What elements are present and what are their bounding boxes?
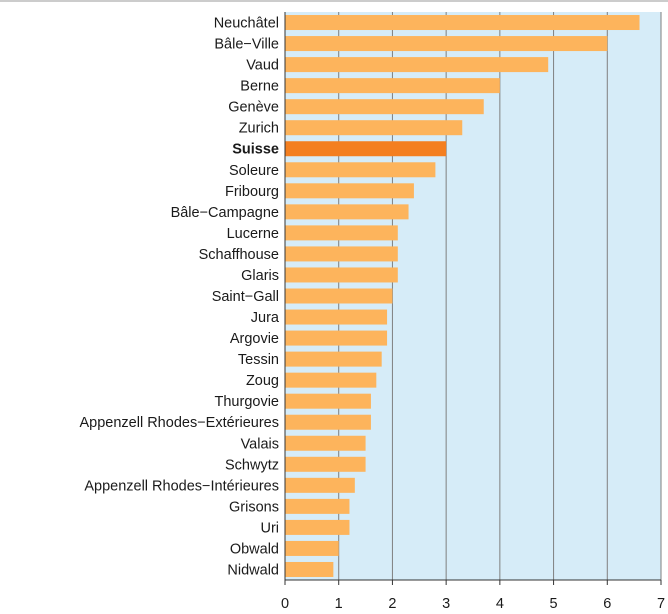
bar-suisse: [285, 141, 447, 157]
category-label-berne: Berne: [240, 79, 279, 95]
bar-tessin: [285, 351, 382, 367]
x-tick-label: 6: [603, 596, 611, 612]
category-label-vaud: Vaud: [246, 58, 279, 74]
category-label-valais: Valais: [241, 436, 279, 452]
x-tick-label: 4: [496, 596, 504, 612]
bar-neuchatel: [285, 15, 640, 31]
bar-nidwald: [285, 561, 334, 577]
category-label-suisse: Suisse: [232, 142, 279, 158]
bar-lucerne: [285, 225, 398, 241]
bar-fribourg: [285, 183, 414, 199]
category-label-thurgovie: Thurgovie: [215, 394, 279, 410]
category-label-schaffhouse: Schaffhouse: [199, 247, 279, 263]
bar-zurich: [285, 120, 463, 136]
bar-appenzell-rhodes-exterieures: [285, 414, 371, 430]
bar-valais: [285, 435, 366, 451]
category-labels: Neuchâtel Bâle−Ville Vaud Berne Genève Zurich…: [80, 16, 280, 579]
bars: [285, 15, 640, 577]
category-label-lucerne: Lucerne: [227, 226, 279, 242]
bar-schaffhouse: [285, 246, 398, 262]
category-label-saint-gall: Saint−Gall: [212, 289, 279, 305]
bar-glaris: [285, 267, 398, 283]
x-tick-label: 0: [281, 596, 289, 612]
bar-saint-gall: [285, 288, 393, 304]
bar-zoug: [285, 372, 377, 388]
bar-jura: [285, 309, 388, 325]
category-label-soleure: Soleure: [229, 163, 279, 179]
category-label-bale-campagne: Bâle−Campagne: [171, 205, 279, 221]
bar-bale-ville: [285, 36, 608, 52]
bar-thurgovie: [285, 393, 371, 409]
bar-geneve: [285, 99, 484, 115]
category-label-zoug: Zoug: [246, 373, 279, 389]
bar-argovie: [285, 330, 388, 346]
x-tick-label: 5: [550, 596, 558, 612]
category-label-obwald: Obwald: [230, 541, 279, 557]
bar-bale-campagne: [285, 204, 409, 220]
bar-vaud: [285, 57, 549, 73]
bar-obwald: [285, 540, 339, 556]
category-label-fribourg: Fribourg: [225, 184, 279, 200]
bar-schwytz: [285, 456, 366, 472]
category-label-zurich: Zurich: [239, 121, 279, 137]
category-label-tessin: Tessin: [238, 352, 279, 368]
category-label-jura: Jura: [251, 310, 280, 326]
category-label-geneve: Genève: [228, 100, 279, 116]
bar-grisons: [285, 498, 350, 514]
x-tick-label: 3: [442, 596, 450, 612]
category-label-bale-ville: Bâle−Ville: [214, 37, 279, 53]
bar-uri: [285, 519, 350, 535]
category-label-grisons: Grisons: [229, 499, 279, 515]
category-label-schwytz: Schwytz: [225, 457, 279, 473]
category-label-nidwald: Nidwald: [227, 562, 279, 578]
x-tick-label: 7: [657, 596, 665, 612]
category-label-glaris: Glaris: [241, 268, 279, 284]
category-label-uri: Uri: [260, 520, 279, 536]
category-label-neuchatel: Neuchâtel: [214, 16, 279, 32]
category-label-appenzell-rhodes-exterieures: Appenzell Rhodes−Extérieures: [80, 415, 280, 431]
x-tick-label: 2: [388, 596, 396, 612]
x-axis-ticks: 0 1 2 3 4 5 6 7: [281, 580, 665, 612]
category-label-argovie: Argovie: [230, 331, 279, 347]
bar-berne: [285, 78, 500, 94]
bar-appenzell-rhodes-interieures: [285, 477, 355, 493]
bar-soleure: [285, 162, 436, 178]
category-label-appenzell-rhodes-interieures: Appenzell Rhodes−Intérieures: [84, 478, 279, 494]
x-tick-label: 1: [335, 596, 343, 612]
